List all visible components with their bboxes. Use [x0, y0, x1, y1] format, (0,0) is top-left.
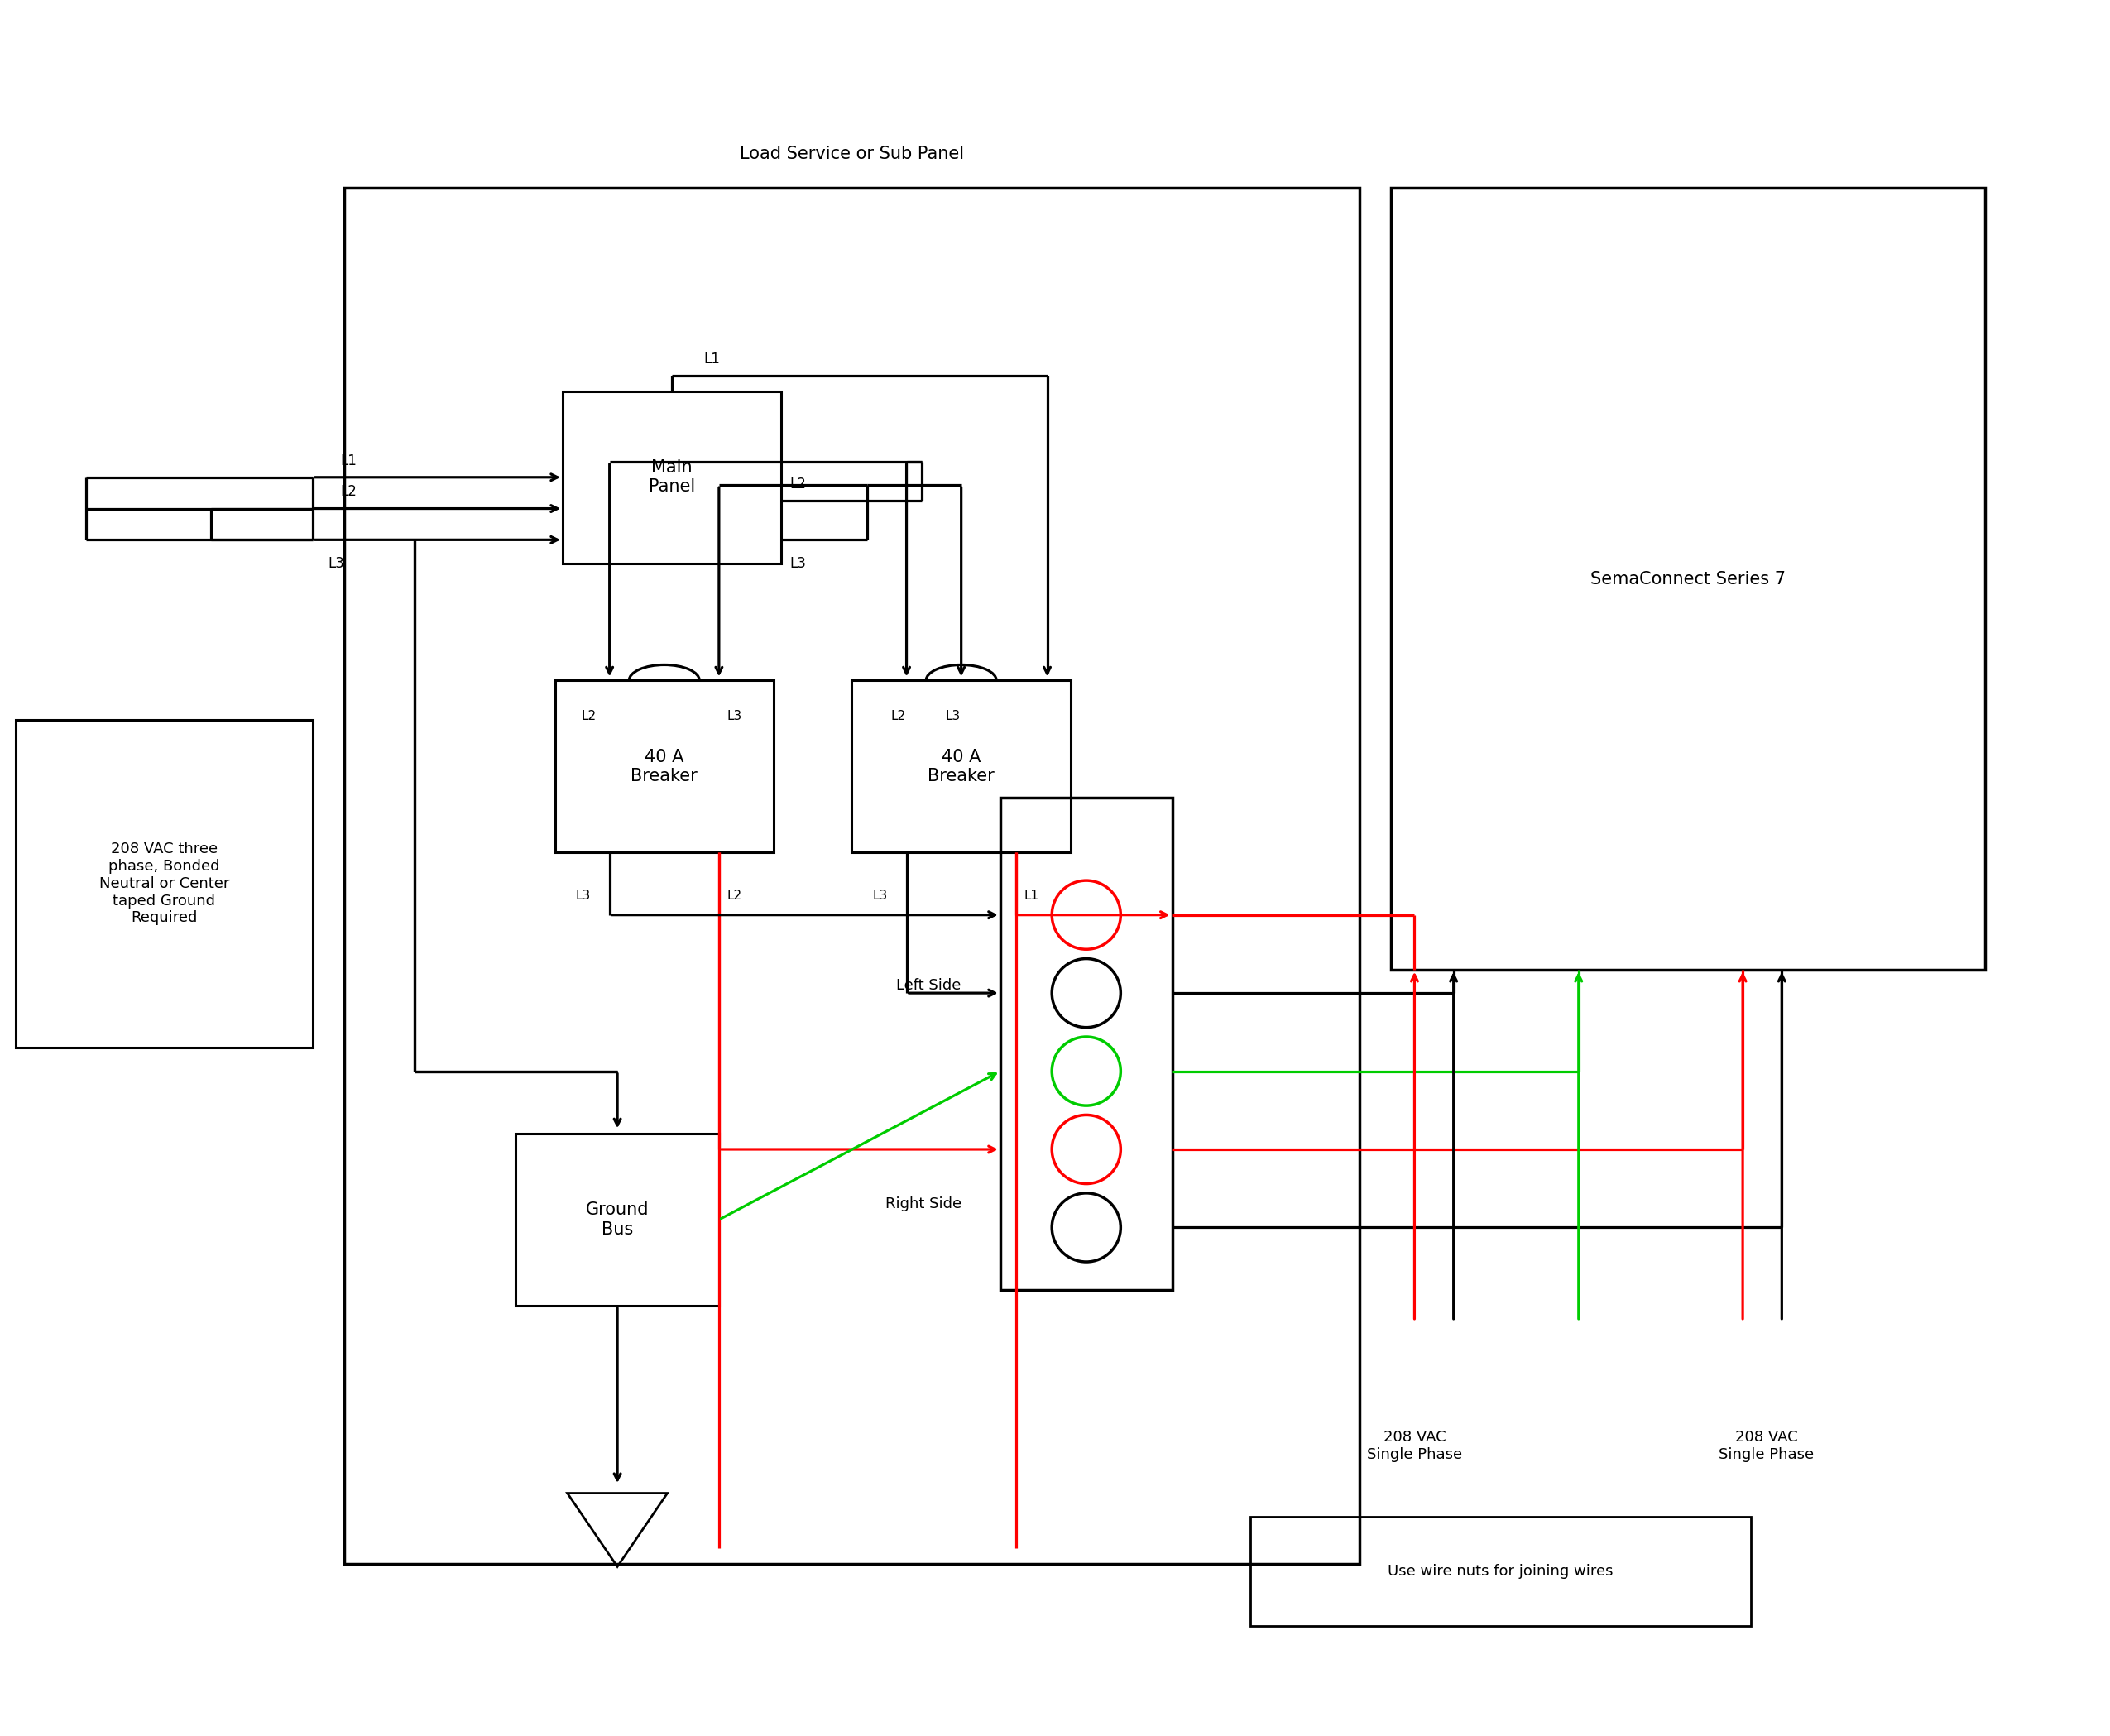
Bar: [1000, 797, 1173, 1290]
Text: L3: L3: [329, 556, 344, 571]
Text: L3: L3: [945, 710, 960, 722]
Text: L1: L1: [703, 352, 720, 366]
Text: L1: L1: [340, 453, 357, 469]
Text: Ground
Bus: Ground Bus: [587, 1201, 650, 1238]
Text: 208 VAC
Single Phase: 208 VAC Single Phase: [1367, 1430, 1462, 1462]
Bar: [15, 719, 312, 1049]
Text: Main
Panel: Main Panel: [648, 460, 696, 495]
Bar: [515, 1134, 720, 1305]
Text: L3: L3: [871, 889, 886, 901]
Bar: [1390, 187, 1986, 970]
Text: L2: L2: [726, 889, 743, 901]
Text: SemaConnect Series 7: SemaConnect Series 7: [1591, 571, 1785, 587]
Text: Right Side: Right Side: [884, 1196, 962, 1212]
Bar: [1251, 1517, 1751, 1627]
Bar: [852, 681, 1070, 852]
Text: 208 VAC three
phase, Bonded
Neutral or Center
taped Ground
Required: 208 VAC three phase, Bonded Neutral or C…: [99, 842, 230, 925]
Text: L2: L2: [582, 710, 597, 722]
Text: 40 A
Breaker: 40 A Breaker: [631, 748, 698, 785]
Text: L1: L1: [1023, 889, 1038, 901]
Text: L3: L3: [726, 710, 743, 722]
Text: Load Service or Sub Panel: Load Service or Sub Panel: [741, 146, 964, 161]
Text: Left Side: Left Side: [897, 977, 962, 993]
Bar: [563, 391, 781, 562]
Text: L2: L2: [340, 484, 357, 500]
Text: Use wire nuts for joining wires: Use wire nuts for joining wires: [1388, 1564, 1614, 1578]
Text: L2: L2: [789, 477, 806, 491]
Text: 208 VAC
Single Phase: 208 VAC Single Phase: [1718, 1430, 1815, 1462]
Bar: [555, 681, 774, 852]
Bar: [344, 187, 1359, 1564]
Text: L2: L2: [890, 710, 905, 722]
Text: 40 A
Breaker: 40 A Breaker: [928, 748, 994, 785]
Text: L3: L3: [789, 556, 806, 571]
Text: L3: L3: [576, 889, 591, 901]
